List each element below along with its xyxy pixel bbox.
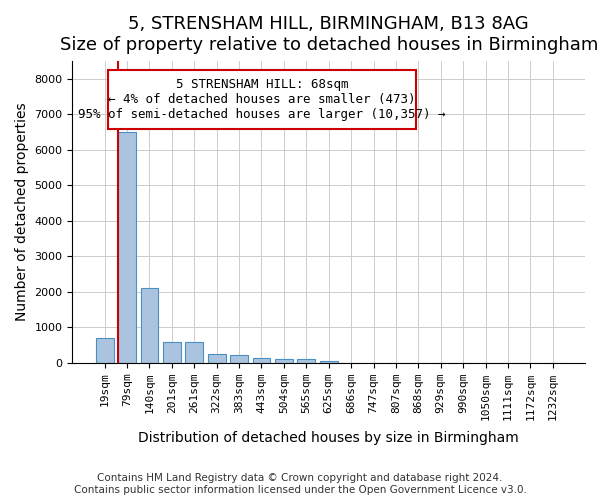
Bar bbox=[320, 361, 338, 363]
Bar bbox=[96, 338, 113, 363]
Title: 5, STRENSHAM HILL, BIRMINGHAM, B13 8AG
Size of property relative to detached hou: 5, STRENSHAM HILL, BIRMINGHAM, B13 8AG S… bbox=[59, 15, 598, 54]
Bar bbox=[230, 356, 248, 363]
Bar bbox=[140, 288, 158, 363]
Bar bbox=[208, 354, 226, 363]
Bar bbox=[185, 342, 203, 363]
Text: Contains HM Land Registry data © Crown copyright and database right 2024.
Contai: Contains HM Land Registry data © Crown c… bbox=[74, 474, 526, 495]
X-axis label: Distribution of detached houses by size in Birmingham: Distribution of detached houses by size … bbox=[139, 431, 519, 445]
Text: 5 STRENSHAM HILL: 68sqm
← 4% of detached houses are smaller (473)
95% of semi-de: 5 STRENSHAM HILL: 68sqm ← 4% of detached… bbox=[79, 78, 446, 121]
FancyBboxPatch shape bbox=[108, 70, 416, 129]
Bar bbox=[253, 358, 271, 363]
Bar bbox=[118, 132, 136, 363]
Bar bbox=[275, 359, 293, 363]
Y-axis label: Number of detached properties: Number of detached properties bbox=[15, 102, 29, 321]
Bar bbox=[298, 359, 315, 363]
Bar bbox=[163, 342, 181, 363]
